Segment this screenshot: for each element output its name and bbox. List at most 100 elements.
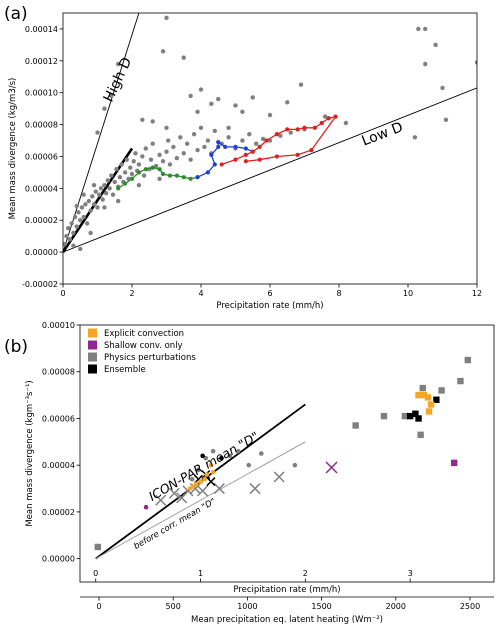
panel-a-frame (62, 12, 478, 285)
series-0-point-106 (323, 114, 328, 119)
series-0-point-102 (250, 95, 255, 100)
panel-a-xtick-label-3: 6 (267, 289, 272, 298)
series-0-point-113 (440, 85, 445, 91)
panel-b-square-4 (417, 431, 424, 439)
panel-b-circle-8 (246, 462, 252, 468)
panel-b-square-7 (457, 377, 464, 385)
panel-a-ytick-label-6: 0.00010 (25, 89, 58, 98)
panel-b-secondary-tick-label-3: 1500 (311, 602, 331, 611)
series-0-point-95 (195, 109, 200, 115)
panel-b-circle-2 (196, 467, 201, 473)
series-0-point-91 (150, 119, 155, 124)
series-0-point-61 (188, 157, 193, 162)
series-0-point-65 (202, 144, 207, 150)
panel-b-label: (b) (4, 337, 28, 357)
series-0-point-19 (95, 205, 100, 210)
series-0-point-78 (288, 130, 293, 135)
series-2-point-5 (216, 140, 221, 145)
series-0-point-84 (116, 198, 121, 204)
panel-b-square-3 (401, 412, 409, 420)
series-0-point-2 (65, 226, 71, 231)
series-0-point-10 (79, 205, 85, 210)
panel-a-ytick-label-2: 0.00002 (25, 216, 58, 225)
series-0-point-58 (178, 135, 183, 140)
panel-b-circle-0 (143, 504, 149, 510)
series-0-point-105 (298, 82, 304, 87)
series-0-point-93 (181, 55, 186, 60)
panel-b-xtick-label-3: 3 (408, 569, 413, 578)
series-0-point-24 (103, 190, 109, 196)
series-1-point-8 (167, 173, 173, 178)
series-1-point-4 (143, 167, 148, 172)
series-0-point-82 (88, 230, 93, 236)
panel-b-circle-20 (204, 472, 210, 477)
series-3-point-10 (312, 125, 317, 130)
series-3-point-17 (257, 157, 262, 162)
series-0-point-14 (86, 198, 92, 204)
series-0-point-46 (143, 146, 148, 151)
panel-a-label: (a) (4, 4, 28, 24)
series-0-point-103 (267, 112, 273, 118)
panel-a-ytick-label-3: 0.00004 (25, 184, 58, 193)
series-0-point-70 (226, 135, 231, 140)
series-0-point-88 (102, 106, 107, 111)
series-1-point-1 (123, 181, 128, 186)
series-0-point-109 (423, 26, 428, 32)
series-0-point-120 (81, 192, 86, 197)
series-3-point-11 (319, 120, 324, 126)
series-2-point-7 (233, 144, 238, 150)
series-0-point-85 (136, 182, 142, 188)
series-0-point-8 (76, 210, 81, 215)
series-0-point-13 (84, 221, 90, 226)
legend-label-0: Explicit convection (104, 329, 184, 339)
series-3-point-3 (250, 149, 255, 154)
panel-b-xtick-label-1: 1 (198, 569, 203, 578)
series-0-point-5 (71, 230, 76, 236)
series-1-point-3 (136, 170, 141, 175)
series-0-point-16 (90, 194, 95, 199)
series-0-point-51 (157, 152, 162, 158)
series-0-point-53 (164, 149, 169, 154)
series-2-point-3 (209, 152, 214, 157)
series-0-point-111 (412, 135, 418, 140)
panel-b-circle-6 (227, 453, 233, 459)
panel-b-ytick-label-3: 0.00006 (42, 414, 75, 423)
series-0-point-81 (71, 243, 76, 248)
panel-b-square-10 (412, 410, 419, 417)
panel-a-ytick-label-0: -0.00002 (22, 280, 58, 289)
series-0-point-25 (105, 178, 111, 183)
panel-b-square-1 (352, 422, 359, 429)
series-0-point-115 (443, 117, 449, 123)
panel-b-frame (79, 324, 495, 583)
series-0-point-100 (233, 103, 238, 108)
series-0-point-29 (112, 179, 117, 185)
series-1-point-7 (160, 171, 166, 177)
series-0-point-86 (157, 176, 162, 181)
series-0-point-12 (83, 202, 88, 207)
panel-b-circle-11 (200, 453, 205, 459)
legend-swatch-3 (88, 364, 97, 374)
series-0-point-55 (167, 162, 173, 167)
panel-b-annotation-1: before corr. mean "D" (132, 497, 218, 552)
series-2-point-4 (216, 144, 221, 150)
series-0-point-50 (153, 163, 159, 169)
panel-a-annotation-1: Low D (360, 119, 406, 149)
panel-b-ytick-label-1: 0.00002 (42, 508, 75, 517)
panel-a-ytick-label-4: 0.00006 (25, 152, 58, 161)
series-0-point-64 (198, 125, 204, 130)
panel-b-square-6 (438, 387, 445, 394)
series-2-point-6 (223, 144, 228, 150)
series-3-point-15 (295, 152, 300, 157)
series-0-point-56 (171, 144, 176, 150)
panel-b-circle-3 (203, 455, 209, 461)
panel-b-ytick-label-4: 0.00008 (42, 368, 75, 377)
series-0-point-117 (160, 49, 166, 54)
series-0-point-1 (64, 233, 69, 239)
series-0-point-28 (110, 192, 116, 197)
series-3-point-12 (326, 116, 331, 121)
panel-b-xtick-label-2: 2 (303, 569, 308, 578)
panel-b-cross-5 (197, 485, 209, 497)
series-0-point-87 (95, 130, 100, 135)
series-2-point-1 (205, 170, 210, 175)
series-0-point-7 (74, 224, 80, 229)
